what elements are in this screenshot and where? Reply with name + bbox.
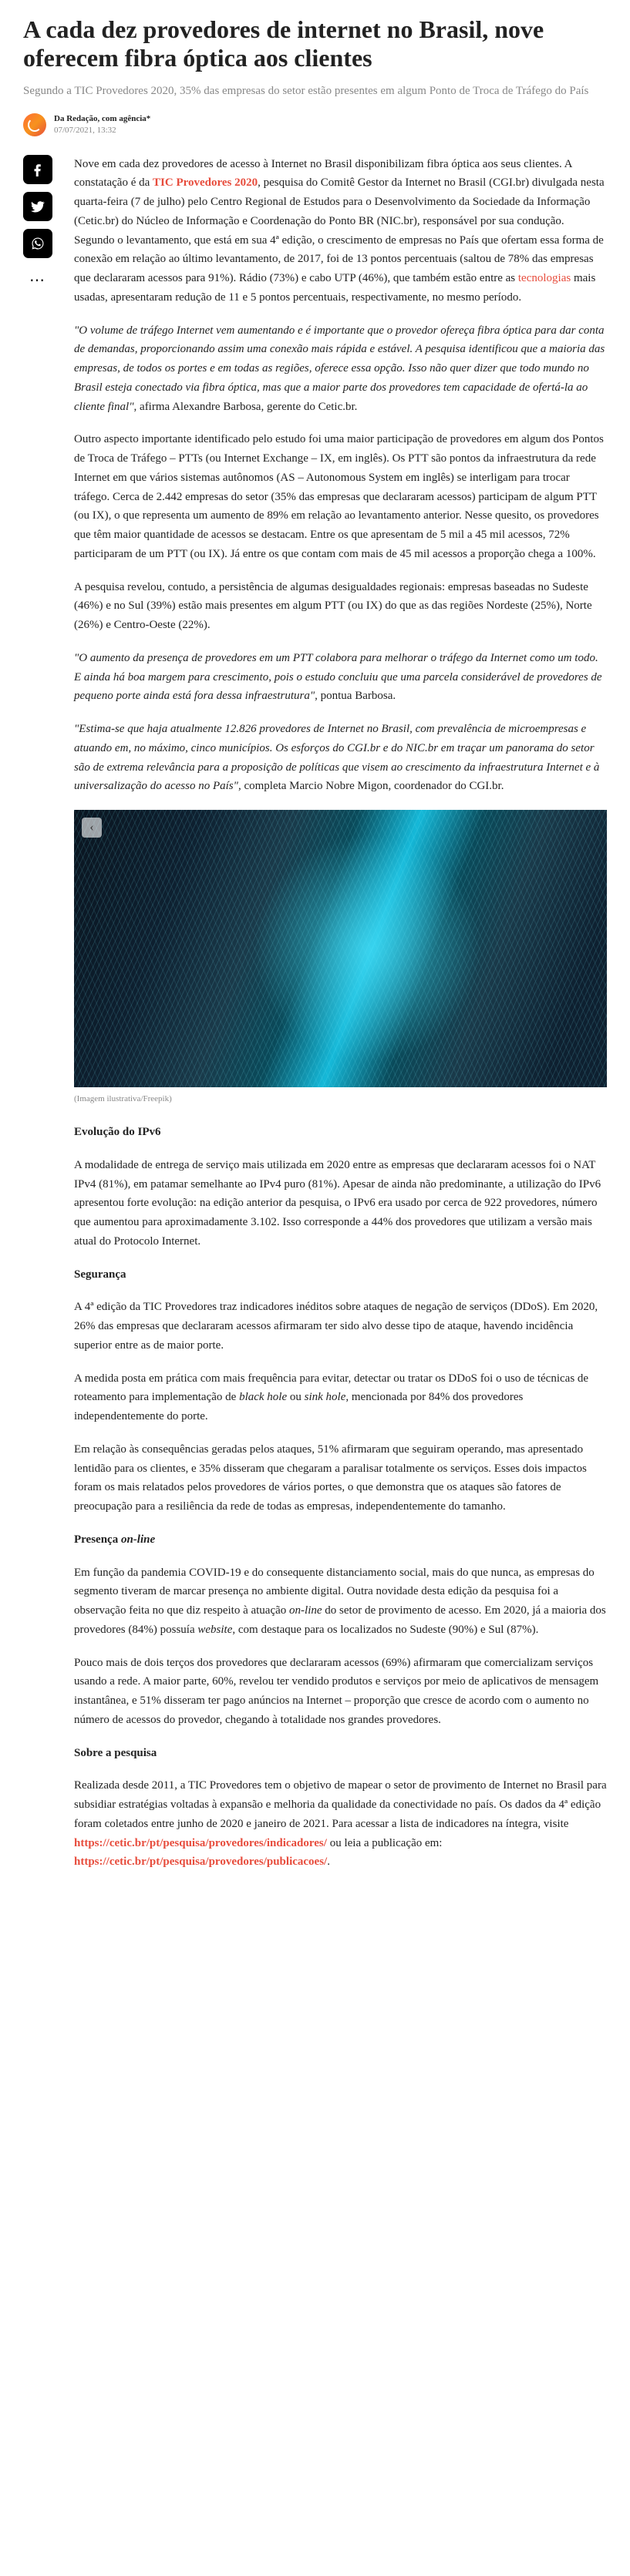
share-column: ⋯ bbox=[23, 155, 52, 1886]
byline-date: 07/07/2021, 13:32 bbox=[54, 125, 150, 136]
paragraph: A medida posta em prática com mais frequ… bbox=[74, 1369, 607, 1426]
section-heading-seguranca: Segurança bbox=[74, 1265, 607, 1285]
subheadline: Segundo a TIC Provedores 2020, 35% das e… bbox=[23, 83, 607, 99]
tecnologias-link[interactable]: tecnologias bbox=[518, 272, 571, 284]
paragraph: Outro aspecto importante identificado pe… bbox=[74, 430, 607, 563]
byline-author: Da Redação, com agência* bbox=[54, 113, 150, 124]
publicacoes-link[interactable]: https://cetic.br/pt/pesquisa/provedores/… bbox=[74, 1856, 327, 1868]
quote-paragraph: "O aumento da presença de provedores em … bbox=[74, 649, 607, 706]
section-heading-sobre: Sobre a pesquisa bbox=[74, 1744, 607, 1763]
paragraph: A pesquisa revelou, contudo, a persistên… bbox=[74, 578, 607, 635]
indicadores-link[interactable]: https://cetic.br/pt/pesquisa/provedores/… bbox=[74, 1837, 327, 1849]
paragraph: A 4ª edição da TIC Provedores traz indic… bbox=[74, 1298, 607, 1355]
share-facebook-button[interactable] bbox=[23, 155, 52, 184]
section-heading-presenca: Presença on-line bbox=[74, 1530, 607, 1550]
whatsapp-icon bbox=[31, 237, 45, 250]
share-twitter-button[interactable] bbox=[23, 192, 52, 221]
facebook-icon bbox=[31, 163, 45, 176]
paragraph: Realizada desde 2011, a TIC Provedores t… bbox=[74, 1776, 607, 1872]
paragraph: Em relação às consequências geradas pelo… bbox=[74, 1440, 607, 1516]
twitter-icon bbox=[31, 200, 45, 213]
author-avatar bbox=[23, 113, 46, 136]
section-heading-ipv6: Evolução do IPv6 bbox=[74, 1123, 607, 1142]
quote-paragraph: "O volume de tráfego Internet vem aument… bbox=[74, 321, 607, 417]
fiber-optic-image: ‹ bbox=[74, 810, 607, 1087]
image-prev-arrow[interactable]: ‹ bbox=[82, 818, 102, 838]
paragraph: A modalidade de entrega de serviço mais … bbox=[74, 1156, 607, 1251]
paragraph: Nove em cada dez provedores de acesso à … bbox=[74, 155, 607, 307]
tic-provedores-link[interactable]: TIC Provedores 2020 bbox=[153, 176, 258, 189]
article-body: Nove em cada dez provedores de acesso à … bbox=[74, 155, 607, 1886]
paragraph: Pouco mais de dois terços dos provedores… bbox=[74, 1654, 607, 1730]
figure-caption: (Imagem ilustrativa/Freepik) bbox=[74, 1092, 607, 1106]
share-more-button[interactable]: ⋯ bbox=[23, 266, 52, 295]
headline: A cada dez provedores de internet no Bra… bbox=[23, 15, 607, 72]
paragraph: Em função da pandemia COVID-19 e do cons… bbox=[74, 1563, 607, 1640]
share-whatsapp-button[interactable] bbox=[23, 229, 52, 258]
figure: ‹ (Imagem ilustrativa/Freepik) bbox=[74, 810, 607, 1106]
byline: Da Redação, com agência* 07/07/2021, 13:… bbox=[23, 113, 607, 136]
quote-paragraph: "Estima-se que haja atualmente 12.826 pr… bbox=[74, 720, 607, 796]
